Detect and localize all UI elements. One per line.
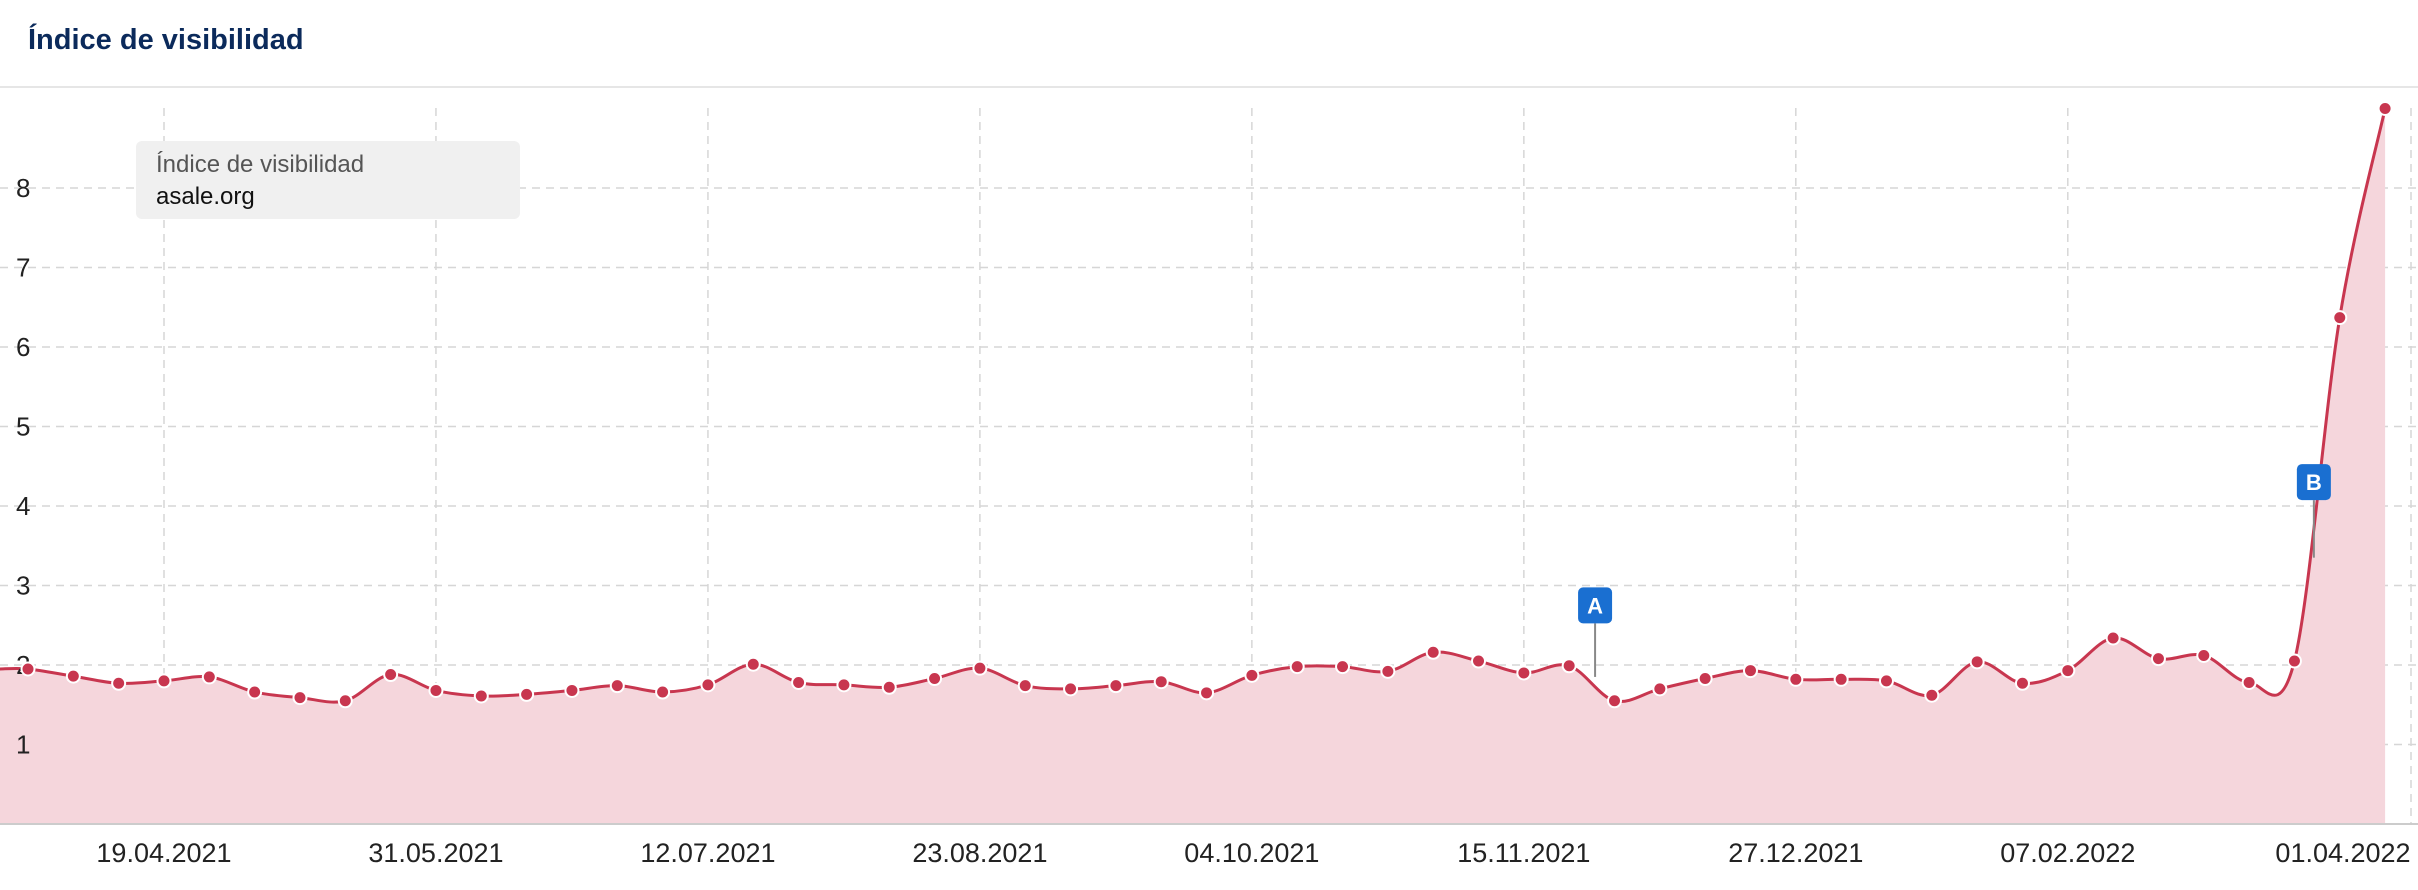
data-point	[1878, 673, 1894, 689]
data-point	[1199, 685, 1215, 701]
data-point	[247, 684, 263, 700]
data-point	[1153, 674, 1169, 690]
data-point	[1063, 681, 1079, 697]
data-point	[1380, 663, 1396, 679]
y-tick-label: 8	[16, 173, 30, 203]
data-point	[2377, 101, 2393, 116]
data-point	[1289, 659, 1305, 675]
data-point	[1017, 678, 1033, 694]
y-tick-label: 6	[16, 332, 30, 362]
data-point	[1516, 665, 1532, 681]
data-point	[65, 668, 81, 684]
y-tick-label: 3	[16, 571, 30, 601]
data-point	[1833, 671, 1849, 687]
data-point	[2150, 651, 2166, 667]
annotation-label-a: A	[1587, 593, 1603, 618]
data-point	[201, 669, 217, 685]
data-point	[745, 656, 761, 672]
data-point	[1697, 671, 1713, 687]
data-point	[655, 684, 671, 700]
data-point	[927, 671, 943, 687]
data-point	[1425, 644, 1441, 660]
legend-series-name: asale.org	[156, 183, 255, 210]
annotation-label-b: B	[2306, 470, 2322, 495]
data-point	[2014, 675, 2030, 691]
data-point	[1969, 654, 1985, 670]
data-point	[1742, 663, 1758, 679]
data-point	[473, 688, 489, 704]
y-tick-label: 5	[16, 412, 30, 442]
legend-title: Índice de visibilidad	[156, 151, 365, 178]
x-tick-label: 04.10.2021	[1184, 838, 1319, 868]
data-point	[1788, 671, 1804, 687]
data-point	[2241, 674, 2257, 690]
chart-title: Índice de visibilidad	[28, 24, 304, 56]
x-tick-label: 27.12.2021	[1728, 838, 1863, 868]
annotation-flag-a	[1578, 587, 1613, 624]
legend: Índice de visibilidad asale.org	[136, 141, 520, 219]
data-point	[791, 674, 807, 690]
data-point	[156, 673, 172, 689]
x-tick-label: 23.08.2021	[912, 838, 1047, 868]
data-point	[700, 677, 716, 693]
x-tick-label: 31.05.2021	[368, 838, 503, 868]
data-point	[428, 682, 444, 698]
data-point	[1108, 678, 1124, 694]
y-tick-label: 1	[16, 730, 30, 760]
data-point	[836, 677, 852, 693]
data-point	[1652, 681, 1668, 697]
data-point	[383, 667, 399, 683]
data-point	[609, 678, 625, 694]
data-point	[972, 660, 988, 676]
data-point	[20, 661, 36, 677]
visibility-chart: 1234567819.04.202131.05.202112.07.202123…	[0, 101, 2418, 868]
data-point	[2060, 663, 2076, 679]
data-point	[2196, 647, 2212, 663]
data-point	[519, 686, 535, 702]
series-area	[0, 108, 2386, 824]
data-point	[564, 682, 580, 698]
data-point	[1924, 687, 1940, 703]
data-point	[111, 675, 127, 691]
data-point	[1335, 659, 1351, 675]
data-point	[1561, 658, 1577, 674]
data-point	[881, 679, 897, 695]
x-tick-label: 01.04.2022	[2275, 838, 2410, 868]
x-tick-label: 12.07.2021	[640, 838, 775, 868]
x-tick-label: 19.04.2021	[96, 838, 231, 868]
data-point	[1471, 653, 1487, 669]
data-point	[2105, 630, 2121, 646]
data-point	[1607, 693, 1623, 709]
chart-header: Índice de visibilidad	[0, 0, 2418, 88]
data-point	[292, 690, 308, 706]
x-tick-label: 15.11.2021	[1457, 838, 1590, 868]
data-point	[1244, 667, 1260, 683]
y-tick-label: 4	[16, 491, 30, 521]
data-point	[2286, 653, 2302, 669]
x-tick-label: 07.02.2022	[2000, 838, 2135, 868]
y-tick-label: 7	[16, 253, 30, 283]
data-point	[2332, 310, 2348, 326]
data-point	[337, 693, 353, 709]
annotation-flag-b	[2296, 464, 2331, 501]
